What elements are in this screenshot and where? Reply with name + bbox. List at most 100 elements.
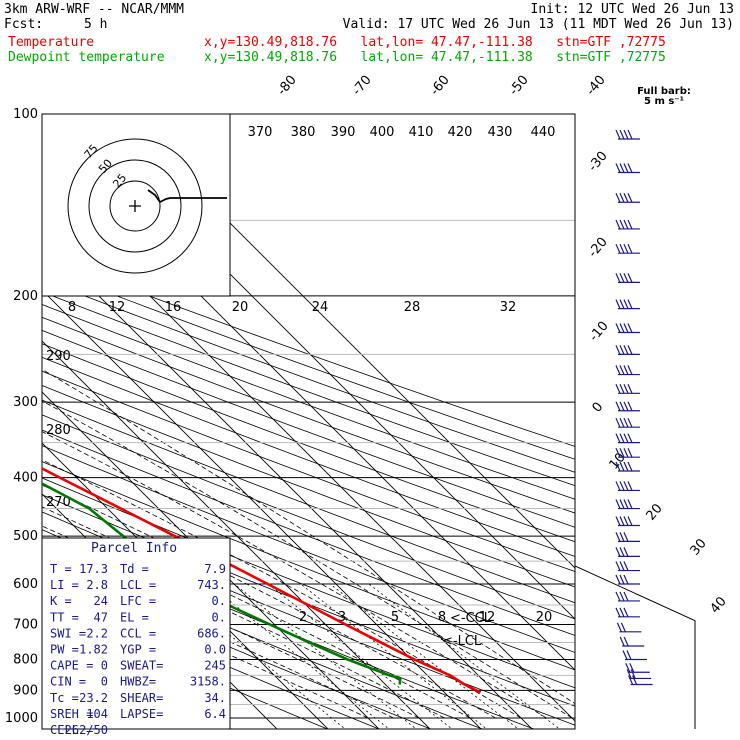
wind-barb: [615, 607, 640, 618]
isotherm-label: -70: [350, 73, 375, 99]
theta-label: 410: [409, 125, 434, 140]
pressure-tick-label: 100: [13, 107, 38, 122]
wind-barb: [622, 650, 647, 661]
legend-dewpoint-name: Dewpoint temperature: [8, 50, 165, 65]
wind-barb: [615, 591, 640, 602]
parcel-info-cell: TT =: [50, 610, 79, 624]
parcel-info-cell: 17.3: [79, 562, 108, 576]
mixing-ratio-line: [329, 583, 519, 729]
parcel-info-cell: 245: [204, 659, 226, 673]
mixing-ratio-line: [267, 583, 453, 729]
parcel-info-cell: 743.: [197, 578, 226, 592]
wind-barb: [615, 447, 640, 458]
hodograph-ring: [109, 180, 161, 232]
parcel-info-cell: Tc =: [50, 691, 79, 705]
pressure-tick-label: 1000: [5, 711, 38, 726]
wind-barb: [615, 401, 640, 412]
temperature-profile: [42, 467, 466, 686]
parcel-info-cell: 6.4: [204, 707, 226, 721]
isotherm-label: -20: [586, 235, 611, 261]
isotherm-line: [42, 289, 482, 729]
isotherm-label: -50: [507, 73, 532, 99]
lcl-marker: <-LCL: [442, 634, 482, 649]
isotherm-line: [42, 238, 533, 729]
wind-barb: [615, 516, 640, 527]
dry-adiabat-line: [42, 316, 575, 514]
parcel-info-cell: K =: [50, 594, 72, 608]
wind-barb: [615, 461, 640, 472]
wind-barb: [615, 499, 640, 510]
isotherm-label: -60: [428, 73, 453, 99]
parcel-info-cell: 1.82: [79, 643, 108, 657]
pressure-tick-label: 600: [13, 577, 38, 592]
isotherm-label: -10: [587, 319, 612, 345]
pressure-tick-label: 400: [13, 471, 38, 486]
wind-barb: [615, 481, 640, 492]
parcel-info-cell: SWI =: [50, 626, 86, 640]
dry-adiabat-line: [42, 356, 575, 557]
legend-temperature-name: Temperature: [8, 35, 95, 50]
parcel-info-cell: YGP =: [120, 643, 156, 657]
wind-barb: [616, 622, 642, 633]
parcel-info-cell: T =: [50, 562, 72, 576]
wind-barb: [615, 323, 640, 334]
dry-adiabat-line: [42, 477, 575, 689]
parcel-info-cell: 686.: [197, 626, 226, 640]
speed-scale-label: 32: [500, 300, 517, 315]
dry-adiabat-line: [42, 255, 575, 447]
dry-adiabat-line: [42, 266, 575, 460]
pressure-tick-label: 700: [13, 617, 38, 632]
speed-scale-label: 28: [404, 300, 421, 315]
dry-adiabat-line: [42, 279, 575, 473]
parcel-info-cell: 0: [101, 675, 108, 689]
parcel-info-cell: 23.2: [79, 691, 108, 705]
wind-barbs: [615, 129, 653, 686]
barb-key: Full barb:5 m s⁻¹: [637, 86, 691, 107]
dry-adiabat-line: [42, 399, 575, 604]
moist-adiabat-line: [42, 431, 547, 719]
isotherm-label: 10: [607, 450, 629, 472]
pressure-tick-label: 500: [13, 529, 38, 544]
parcel-info-cell: CELL =: [50, 723, 93, 737]
mixing-ratio-line: [167, 583, 346, 729]
temperature-surface-segment: [463, 683, 482, 694]
wind-barb: [615, 532, 640, 542]
parcel-info-cell: EL =: [120, 610, 149, 624]
parcel-info-cell: SWEAT=: [120, 659, 163, 673]
dry-adiabat-line: [42, 585, 381, 729]
parcel-info-cell: SREH =: [50, 707, 93, 721]
ccl-marker: <-CCL: [450, 611, 492, 626]
isotherm-line: [42, 340, 431, 729]
speed-scale-label: 20: [232, 300, 249, 315]
wind-barb: [615, 273, 640, 283]
hodograph-center-icon: [129, 200, 141, 212]
theta-label: 400: [370, 125, 395, 140]
theta-label: 430: [488, 125, 513, 140]
wind-barb: [615, 365, 640, 376]
dry-adiabat-line: [42, 343, 575, 543]
legend-dewpoint-info: x,y=130.49,818.76 lat,lon= 47.47,-111.38…: [204, 50, 666, 65]
theta-label: 420: [448, 125, 473, 140]
parcel-info-cell: 104: [86, 707, 108, 721]
parcel-info-title: Parcel Info: [91, 541, 177, 556]
barb-key-value: 5 m s⁻¹: [644, 96, 684, 107]
forecast-hour: 5 h: [84, 17, 108, 32]
mixing-ratio-label: 2: [299, 610, 307, 625]
parcel-info-cell: CCL =: [120, 626, 156, 640]
speed-scale-label: 24: [312, 300, 329, 315]
parcel-info-cell: HWBZ=: [120, 675, 156, 689]
isotherm-label: 40: [708, 594, 730, 616]
parcel-info-panel: [41, 537, 231, 730]
wind-barb: [615, 561, 640, 572]
parcel-info-cell: PW =: [50, 643, 79, 657]
dewpoint-profile: [42, 482, 402, 685]
parcel-info-cell: 24: [94, 594, 108, 608]
hodograph-ring: [88, 159, 182, 253]
parcel-info-table: Parcel Info T = 17.3 Td = 7.9 LI = 2.8 LCL = 743…: [50, 541, 226, 737]
legend-temperature-info: x,y=130.49,818.76 lat,lon= 47.47,-111.38…: [204, 35, 666, 50]
barb-key-title: Full barb:: [637, 86, 691, 97]
theta-side-label: 290: [46, 349, 71, 364]
isotherm-label: 20: [644, 501, 666, 523]
wind-barb: [615, 243, 640, 254]
